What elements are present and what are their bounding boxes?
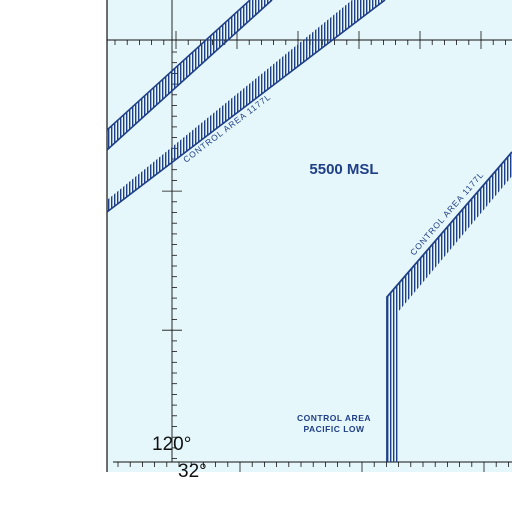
control-area-label-line1: CONTROL AREA	[297, 413, 371, 423]
airway-band-upper	[106, 0, 273, 151]
longitude-label: 120°	[152, 434, 191, 455]
altitude-label: 5500 MSL	[309, 161, 378, 178]
latitude-label: 32°	[178, 461, 207, 482]
control-area-label-line2: PACIFIC LOW	[303, 424, 365, 434]
graticule-ticks	[114, 31, 509, 472]
control-area-boundary	[386, 151, 512, 462]
chart-bottom-strip	[113, 462, 512, 472]
airway-band-lower	[106, 0, 386, 213]
